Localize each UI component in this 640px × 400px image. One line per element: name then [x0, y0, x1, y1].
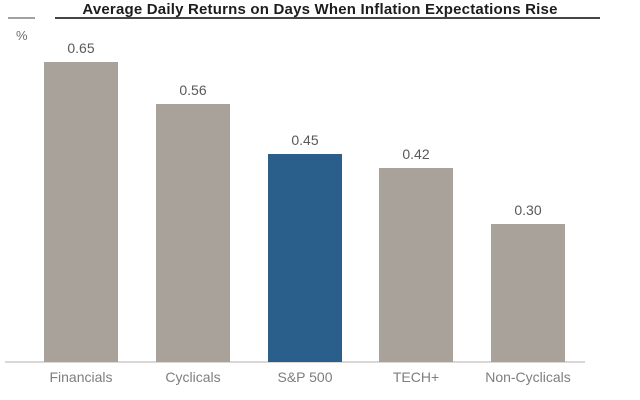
- bar-cyclicals: [156, 104, 230, 362]
- x-axis-line: [5, 361, 585, 363]
- category-label-cyclicals: Cyclicals: [165, 369, 221, 385]
- title-rule-left: [8, 17, 35, 19]
- category-label-tech: TECH+: [392, 369, 440, 385]
- bar-value-label-financials: 0.65: [67, 40, 95, 56]
- category-label-s-p-500: S&P 500: [277, 369, 333, 385]
- bar-financials: [44, 62, 118, 362]
- chart-title: Average Daily Returns on Days When Infla…: [82, 1, 558, 18]
- bar-value-label-tech: 0.42: [402, 146, 430, 162]
- bar-non-cyclicals: [491, 224, 565, 362]
- title-underline-rule: [55, 17, 600, 19]
- y-axis-unit-label: %: [16, 28, 28, 43]
- bar-value-label-non-cyclicals: 0.30: [514, 202, 542, 218]
- bar-tech: [379, 168, 453, 362]
- category-label-financials: Financials: [49, 369, 113, 385]
- bar-value-label-s-p-500: 0.45: [291, 132, 319, 148]
- bar-s-p-500: [268, 154, 342, 362]
- category-label-non-cyclicals: Non-Cyclicals: [485, 369, 571, 385]
- bar-value-label-cyclicals: 0.56: [179, 82, 207, 98]
